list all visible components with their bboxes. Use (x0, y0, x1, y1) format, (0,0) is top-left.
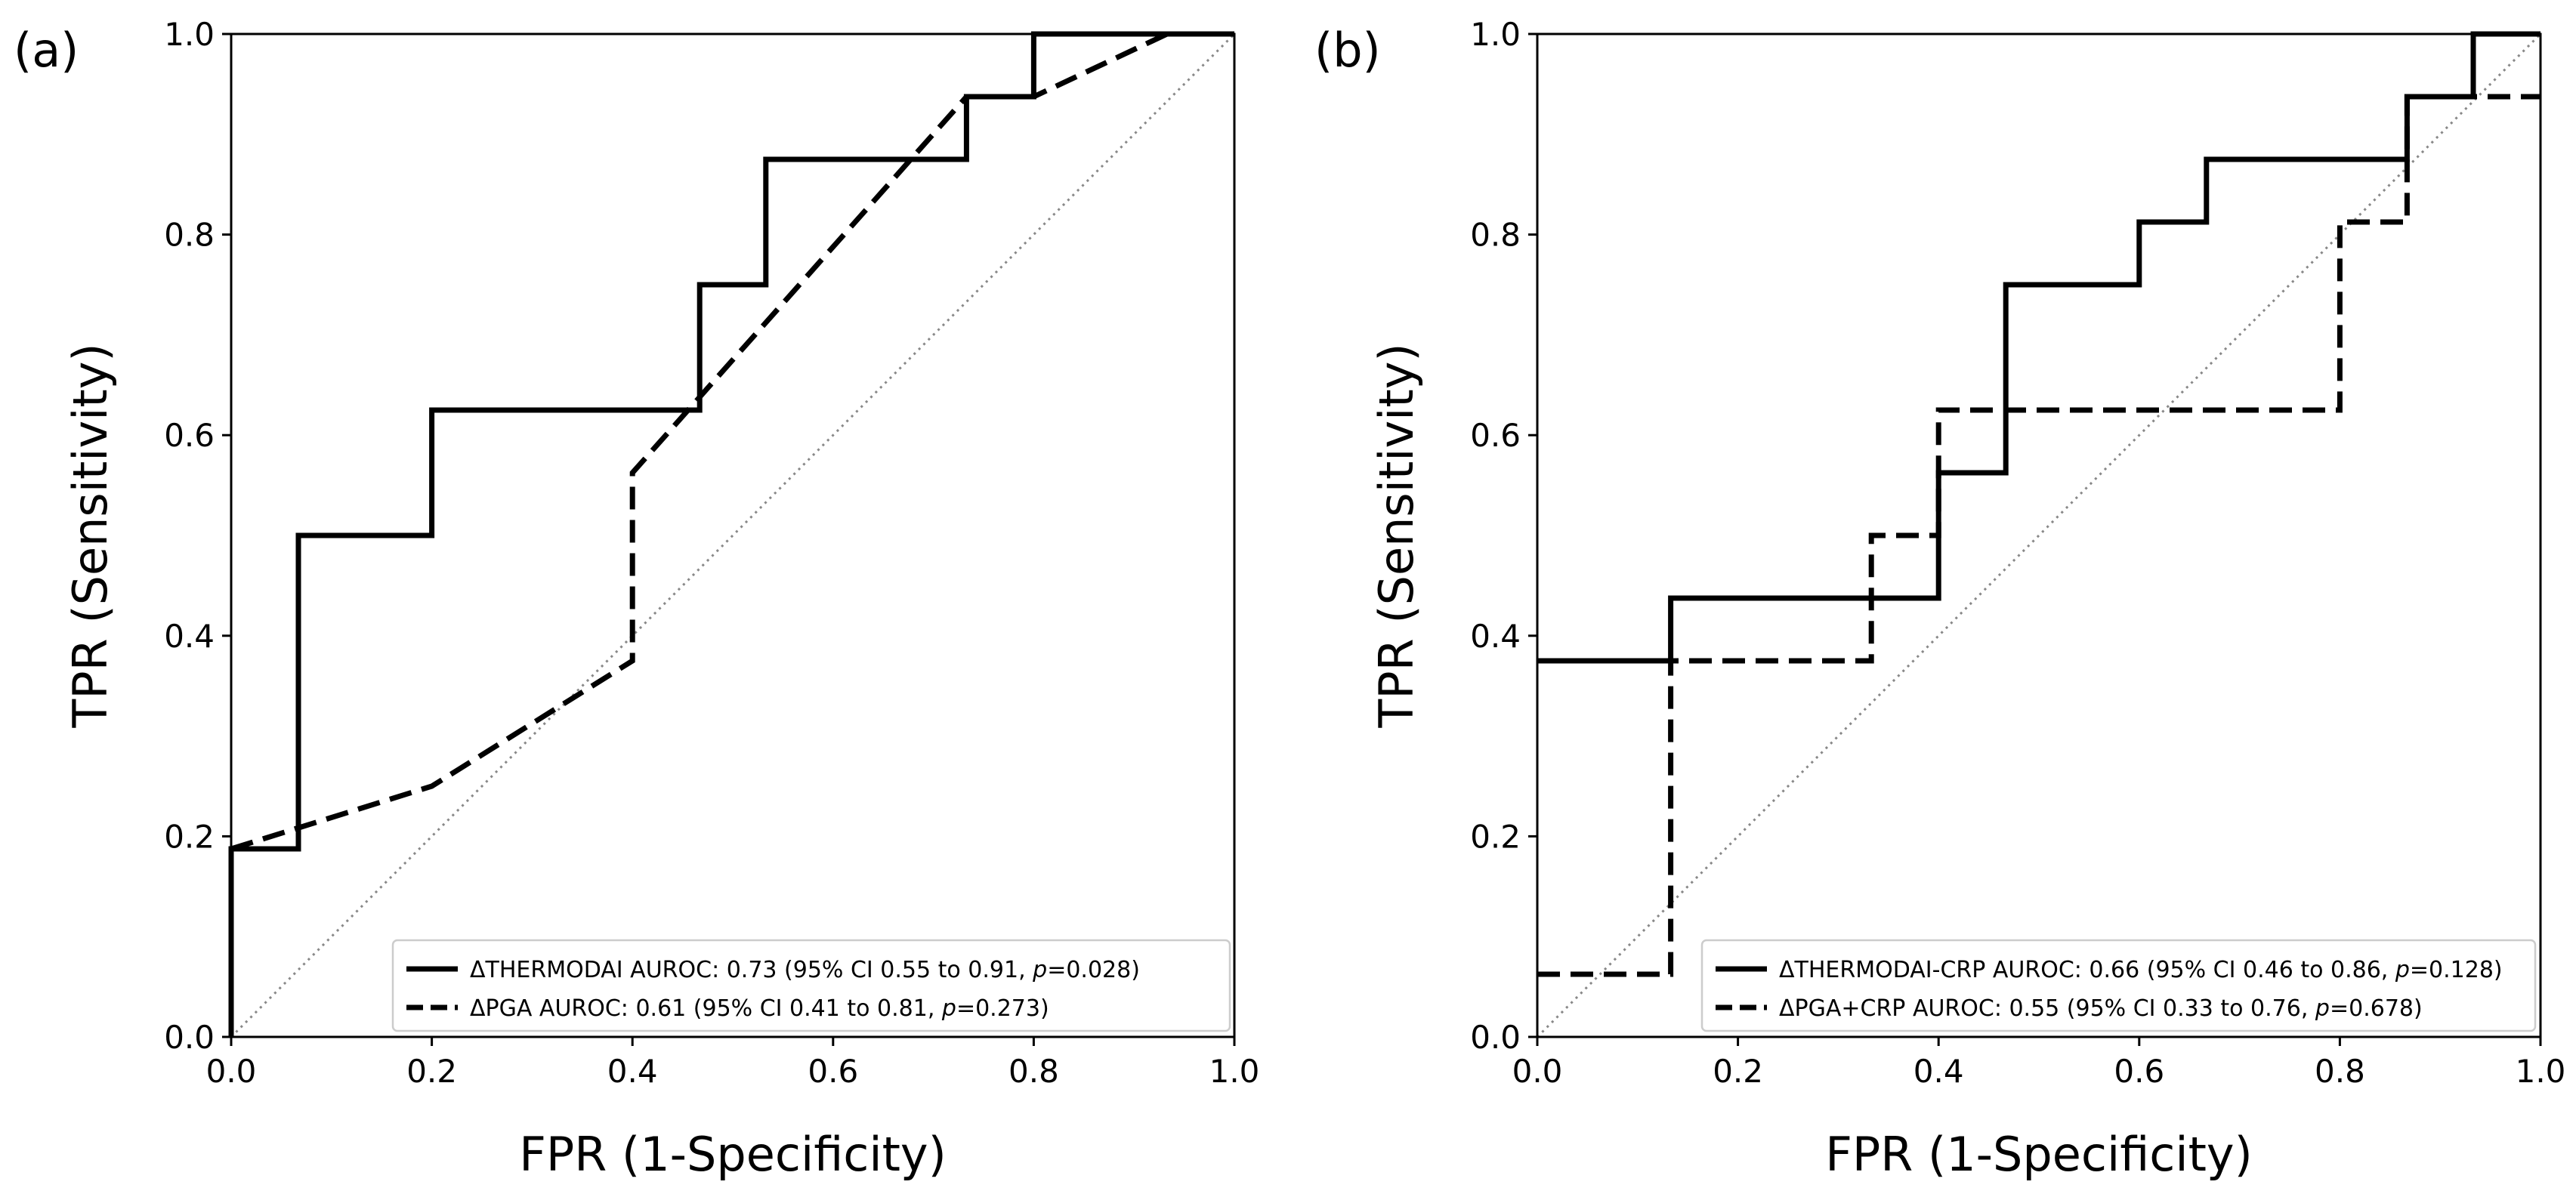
x-tick-label: 0.4 (1913, 1053, 1964, 1090)
panel-label: (b) (1314, 23, 1381, 78)
y-tick-label: 0.0 (164, 1019, 215, 1056)
legend-box (391, 939, 1231, 1032)
x-tick-label: 1.0 (2516, 1053, 2566, 1090)
legend-entry: ΔTHERMODAI AUROC: 0.73 (95% CI 0.55 to 0… (470, 957, 1140, 983)
legend-entry-p-symbol: p (1032, 957, 1047, 983)
x-tick-label: 0.8 (2315, 1053, 2365, 1090)
legend-entry-p-symbol: p (941, 995, 956, 1022)
panel-b: (b) 0.0 0.2 0.4 0.6 0.8 1.0 0.0 0.2 0.4 0.6 0.8 1.0 F… (1314, 16, 2565, 1182)
y-tick-label: 0.2 (164, 818, 215, 855)
y-tick-label: 0.6 (1470, 417, 1521, 454)
x-tick-label: 0.0 (206, 1053, 257, 1090)
roc-curve-dashed-series-1 (1537, 94, 2540, 977)
y-tick-label: 1.0 (164, 16, 215, 53)
legend-entry-label: ΔTHERMODAI AUROC: 0.73 (95% CI 0.55 to 0… (470, 957, 1033, 983)
x-axis-title: FPR (1-Specificity) (1825, 1127, 2253, 1182)
axes-frame (1536, 32, 2542, 1038)
x-tick-label: 0.0 (1512, 1053, 1563, 1090)
panel-a: (a) 0.0 0.2 0.4 0.6 0.8 1.0 0.0 0.2 0.4 0.6 0.8 1.0 F… (14, 16, 1259, 1182)
x-tick-label: 0.6 (808, 1053, 858, 1090)
legend-box (1700, 939, 2537, 1032)
legend-entry-p-value: =0.273) (956, 995, 1049, 1022)
x-tick-label: 0.2 (1713, 1053, 1763, 1090)
legend-entry-p-symbol: p (2315, 995, 2330, 1022)
x-tick-label: 0.2 (406, 1053, 457, 1090)
y-axis-title: TPR (Sensitivity) (63, 343, 118, 728)
legend-entry-label: ΔPGA+CRP AUROC: 0.55 (95% CI 0.33 to 0.7… (1779, 995, 2315, 1022)
legend-entry-p-value: =0.678) (2330, 995, 2423, 1022)
x-tick-label: 0.8 (1008, 1053, 1059, 1090)
y-tick-label: 0.6 (164, 417, 215, 454)
legend-entry: ΔTHERMODAI-CRP AUROC: 0.66 (95% CI 0.46 … (1779, 957, 2503, 983)
y-tick-label: 0.0 (1470, 1019, 1521, 1056)
y-tick-label: 1.0 (1470, 16, 1521, 53)
panel-label: (a) (14, 23, 79, 78)
y-tick-label: 0.8 (164, 217, 215, 254)
y-tick-label: 0.2 (1470, 818, 1521, 855)
legend-entry-p-value: =0.028) (1047, 957, 1140, 983)
y-tick-label: 0.4 (164, 618, 215, 655)
x-tick-label: 0.6 (2114, 1053, 2164, 1090)
y-axis-title: TPR (Sensitivity) (1369, 343, 1424, 728)
y-tick-label: 0.4 (1470, 618, 1521, 655)
legend: ΔTHERMODAI AUROC: 0.73 (95% CI 0.55 to 0… (391, 939, 1231, 1032)
axes-frame (230, 32, 1236, 1038)
roc-curve-dashed-series-1 (230, 31, 1234, 852)
legend-entry: ΔPGA AUROC: 0.61 (95% CI 0.41 to 0.81, p… (470, 995, 1049, 1022)
legend-entry-label: ΔPGA AUROC: 0.61 (95% CI 0.41 to 0.81, (470, 995, 942, 1022)
x-tick-label: 0.4 (607, 1053, 658, 1090)
legend-entry: ΔPGA+CRP AUROC: 0.55 (95% CI 0.33 to 0.7… (1779, 995, 2423, 1022)
legend: ΔTHERMODAI-CRP AUROC: 0.66 (95% CI 0.46 … (1700, 939, 2537, 1032)
x-tick-label: 1.0 (1209, 1053, 1260, 1090)
legend-entry-p-symbol: p (2395, 957, 2410, 983)
y-tick-label: 0.8 (1470, 217, 1521, 254)
x-axis-title: FPR (1-Specificity) (519, 1127, 947, 1182)
legend-entry-p-value: =0.128) (2410, 957, 2503, 983)
legend-entry-label: ΔTHERMODAI-CRP AUROC: 0.66 (95% CI 0.46 … (1779, 957, 2395, 983)
